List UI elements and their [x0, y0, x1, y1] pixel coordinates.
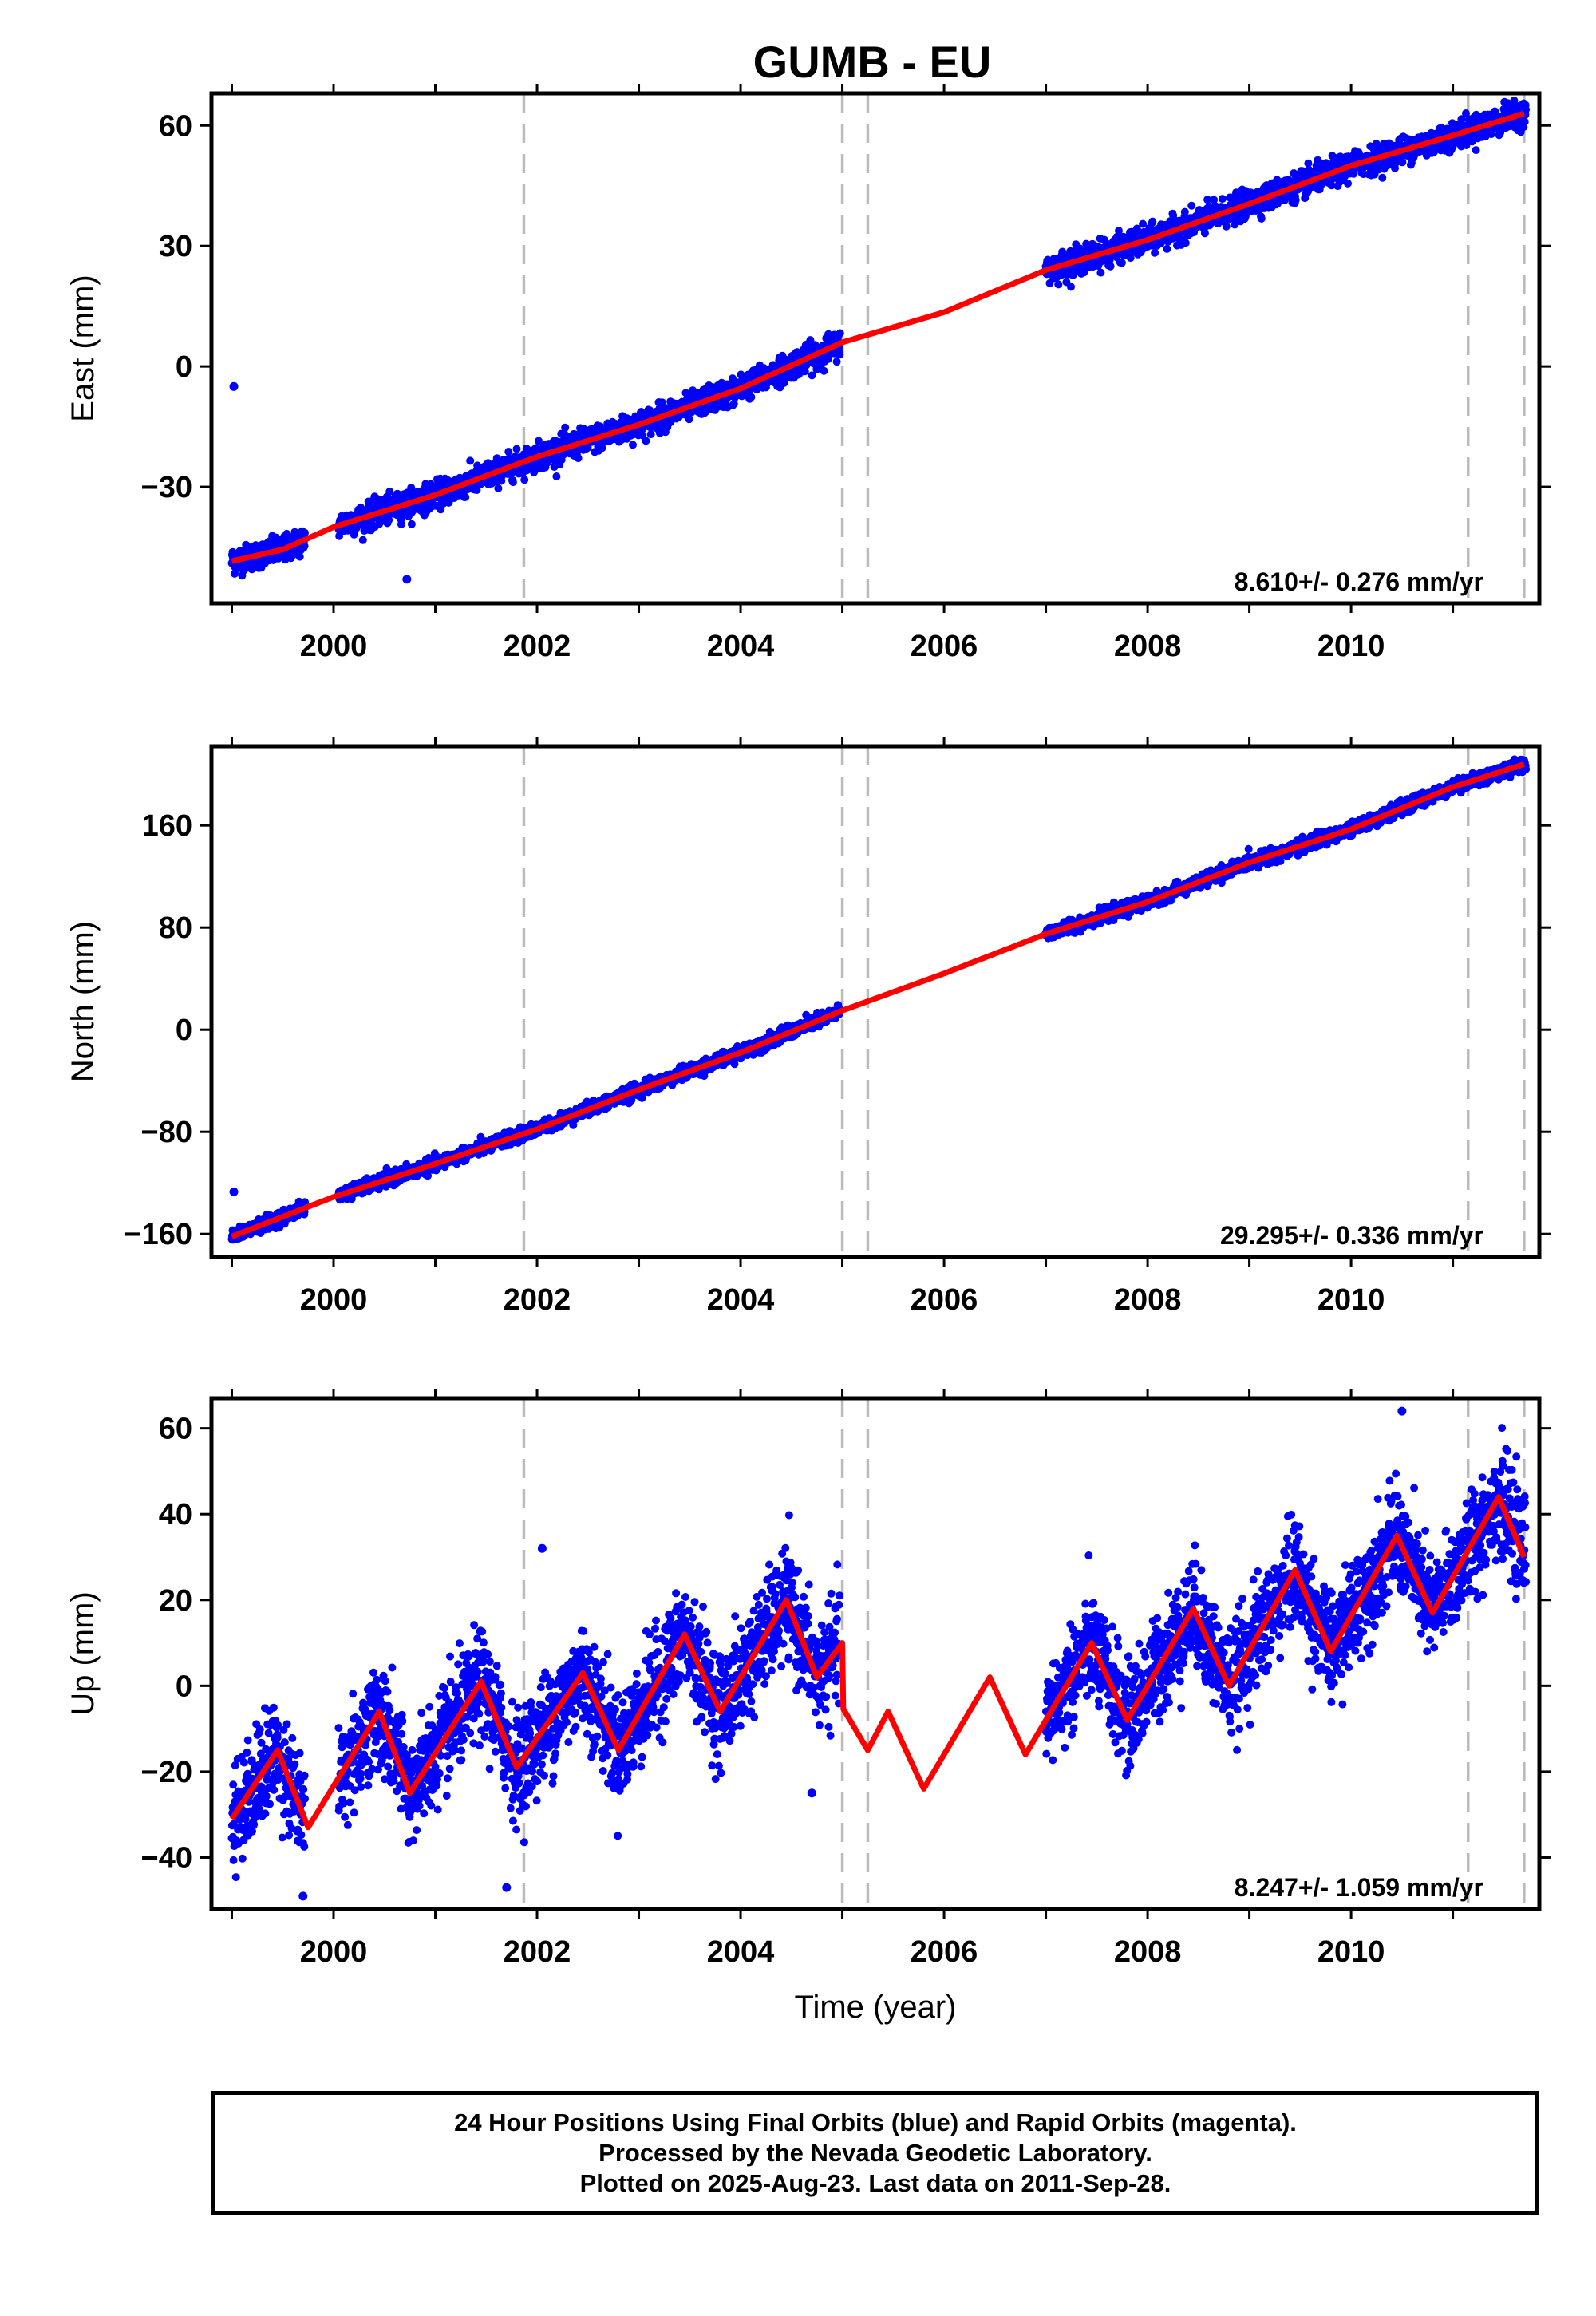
- observation-point: [1520, 117, 1529, 126]
- y-tick-label: 30: [159, 230, 192, 263]
- observation-point: [1106, 262, 1115, 271]
- observation-point: [1257, 214, 1266, 223]
- x-tick-label: 2008: [1114, 630, 1182, 663]
- observation-point: [1187, 201, 1196, 210]
- x-tick-label: 2000: [300, 630, 368, 663]
- observation-point: [1327, 181, 1336, 190]
- plot-frame: [209, 91, 1542, 606]
- x-tick-label: 2004: [707, 630, 775, 663]
- observation-point: [1139, 219, 1148, 228]
- observation-point: [808, 371, 816, 380]
- y-tick-label: 0: [176, 350, 192, 384]
- observation-point: [806, 336, 815, 345]
- observation-point: [520, 476, 529, 484]
- observation-point: [1231, 220, 1239, 229]
- observation-point: [836, 329, 844, 338]
- observation-point: [300, 542, 309, 551]
- plot-area: [227, 746, 1531, 1257]
- model-fit-curve: [230, 110, 1527, 564]
- observation-point: [629, 441, 637, 449]
- observation-point: [820, 366, 828, 375]
- observation-point: [747, 393, 756, 401]
- observation-point: [729, 400, 738, 408]
- observation-point: [1180, 207, 1189, 216]
- observation-point: [685, 415, 693, 424]
- observation-point: [1163, 244, 1171, 253]
- observation-point: [397, 520, 405, 528]
- observation-point: [1067, 283, 1075, 291]
- observation-point: [1117, 259, 1126, 267]
- observation-point: [504, 448, 513, 456]
- observation-point: [1291, 196, 1300, 204]
- observation-point: [1522, 105, 1531, 114]
- y-tick-label: 60: [159, 109, 192, 143]
- observation-point: [1429, 148, 1438, 156]
- x-tick-label: 2002: [504, 630, 571, 663]
- observation-point: [1054, 280, 1063, 289]
- observation-point: [1472, 146, 1480, 155]
- observation-point: [832, 358, 841, 366]
- observation-point: [1181, 239, 1190, 247]
- observation-point: [574, 454, 583, 463]
- observation-point: [1246, 188, 1255, 197]
- outlier-point: [229, 381, 239, 391]
- observation-point: [1210, 196, 1219, 204]
- observation-point: [1080, 268, 1088, 277]
- observation-point: [508, 478, 517, 487]
- plot-area: [227, 93, 1531, 603]
- observation-point: [646, 430, 655, 439]
- observation-point: [535, 437, 543, 445]
- observation-point: [1148, 217, 1157, 226]
- observation-point: [598, 444, 606, 453]
- x-tick-label: 2006: [911, 630, 978, 663]
- observation-point: [1378, 173, 1387, 182]
- observation-point: [466, 456, 475, 465]
- figure-title: GUMB - EU: [753, 37, 992, 87]
- observation-point: [561, 423, 570, 432]
- observation-point: [836, 350, 844, 359]
- outlier-point: [402, 575, 412, 584]
- observation-point: [1398, 158, 1407, 167]
- observation-point: [1344, 179, 1352, 188]
- observation-point: [1222, 222, 1231, 231]
- observation-point: [358, 536, 367, 544]
- observation-point: [1203, 196, 1212, 204]
- observation-point: [1457, 115, 1466, 124]
- observation-point: [301, 528, 309, 537]
- observation-point: [385, 487, 394, 496]
- observation-point: [1096, 268, 1105, 277]
- y-axis-label: East (mm): [65, 275, 101, 421]
- observation-point: [407, 520, 416, 528]
- observation-point: [1304, 159, 1313, 168]
- velocity-rate-label: 8.610+/- 0.276 mm/yr: [1235, 567, 1483, 596]
- observation-point: [1349, 169, 1358, 178]
- observation-point: [1115, 227, 1123, 235]
- observation-point: [512, 445, 521, 453]
- observation-point: [295, 552, 304, 561]
- x-tick-label: 2010: [1317, 630, 1385, 663]
- observation-point: [385, 516, 393, 524]
- y-tick-label: −30: [141, 471, 192, 504]
- observation-point: [642, 437, 650, 445]
- observation-point: [1218, 195, 1227, 204]
- observation-point: [1200, 229, 1209, 238]
- observation-point: [461, 492, 470, 501]
- east-panel: −30 0 30 60 2000 2002 2004 2006 2008 2010 East (mm…: [65, 84, 1551, 663]
- observation-point: [658, 398, 666, 407]
- observation-point: [1069, 271, 1077, 279]
- observation-point: [824, 354, 832, 363]
- observation-point: [1151, 248, 1159, 257]
- observation-point: [552, 472, 561, 480]
- observation-point: [494, 484, 503, 492]
